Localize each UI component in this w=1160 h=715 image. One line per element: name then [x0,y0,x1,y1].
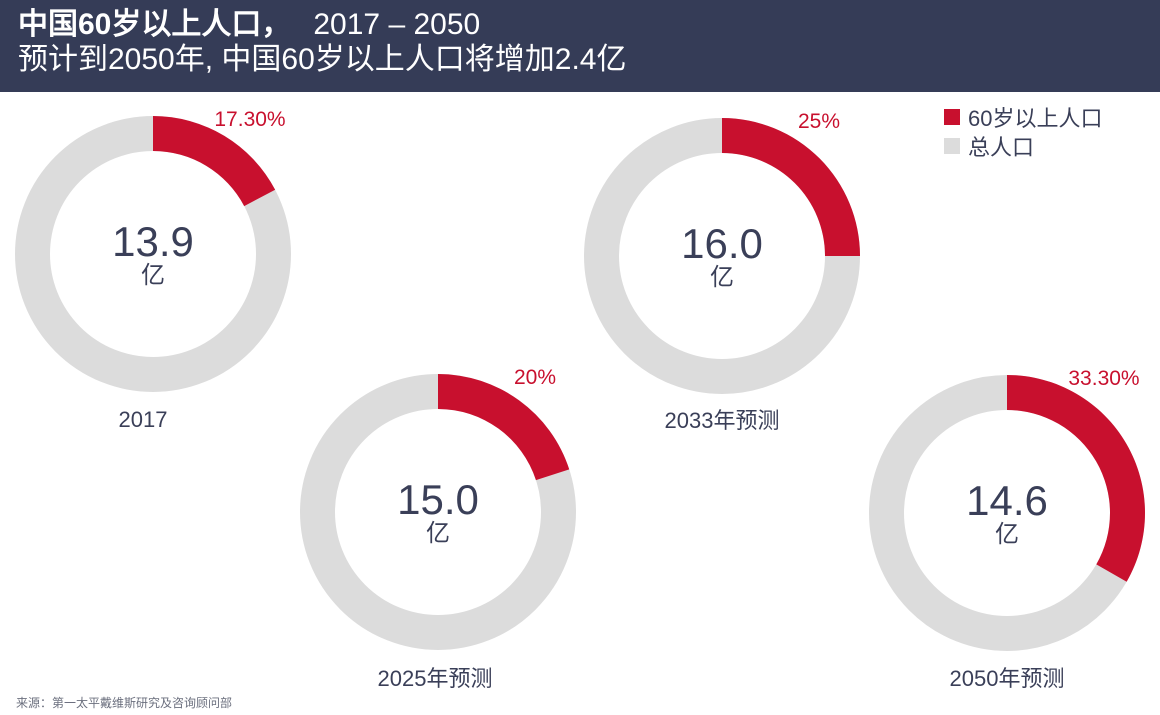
donut-chart: 25% 16.0亿 2033年预测 [584,110,860,433]
title-years: 2017 – 2050 [313,8,481,41]
share-label: 20% [514,366,556,389]
source-note: 来源：第一太平戴维斯研究及咨询顾问部 [16,696,233,710]
donut-chart: 17.30% 13.9亿 2017 [15,108,291,432]
legend-item-elderly: 60岁以上人口 [944,102,1102,131]
donut-elderly-segment [153,116,276,207]
donut-chart: 33.30% 14.6亿 2050年预测 [869,367,1145,691]
legend: 60岁以上人口 总人口 [944,102,1102,160]
header-banner: 中国60岁以上人口， 2017 – 2050 预计到2050年, 中国60岁以上人… [0,0,1160,92]
total-population-value: 16.0 [681,220,763,267]
page-title: 中国60岁以上人口， 2017 – 2050 [18,8,1160,42]
unit-label: 亿 [141,262,165,289]
year-label: 2033年预测 [665,408,780,433]
total-population-value: 13.9 [112,218,194,265]
year-label: 2050年预测 [950,666,1065,691]
legend-label-elderly: 60岁以上人口 [968,105,1103,131]
total-population-value: 15.0 [397,476,479,523]
legend-item-total: 总人口 [944,131,1102,160]
page-subtitle: 预计到2050年, 中国60岁以上人口将增加2.4亿 [18,43,627,76]
legend-label-total: 总人口 [968,134,1035,160]
legend-swatch-elderly [944,108,960,125]
unit-label: 亿 [710,264,734,291]
share-label: 17.30% [214,108,285,131]
donut-chart: 20% 15.0亿 2025年预测 [300,366,576,691]
donut-elderly-segment [438,374,570,481]
year-label: 2017 [119,407,168,432]
unit-label: 亿 [995,521,1019,548]
donut-elderly-segment [1007,375,1145,582]
donut-elderly-segment [722,118,860,256]
title-text: 中国60岁以上人口， [18,8,292,41]
total-population-value: 14.6 [966,477,1048,524]
year-label: 2025年预测 [378,666,493,691]
unit-label: 亿 [426,520,450,547]
share-label: 33.30% [1068,367,1139,390]
legend-swatch-total [944,137,960,154]
share-label: 25% [798,110,840,133]
